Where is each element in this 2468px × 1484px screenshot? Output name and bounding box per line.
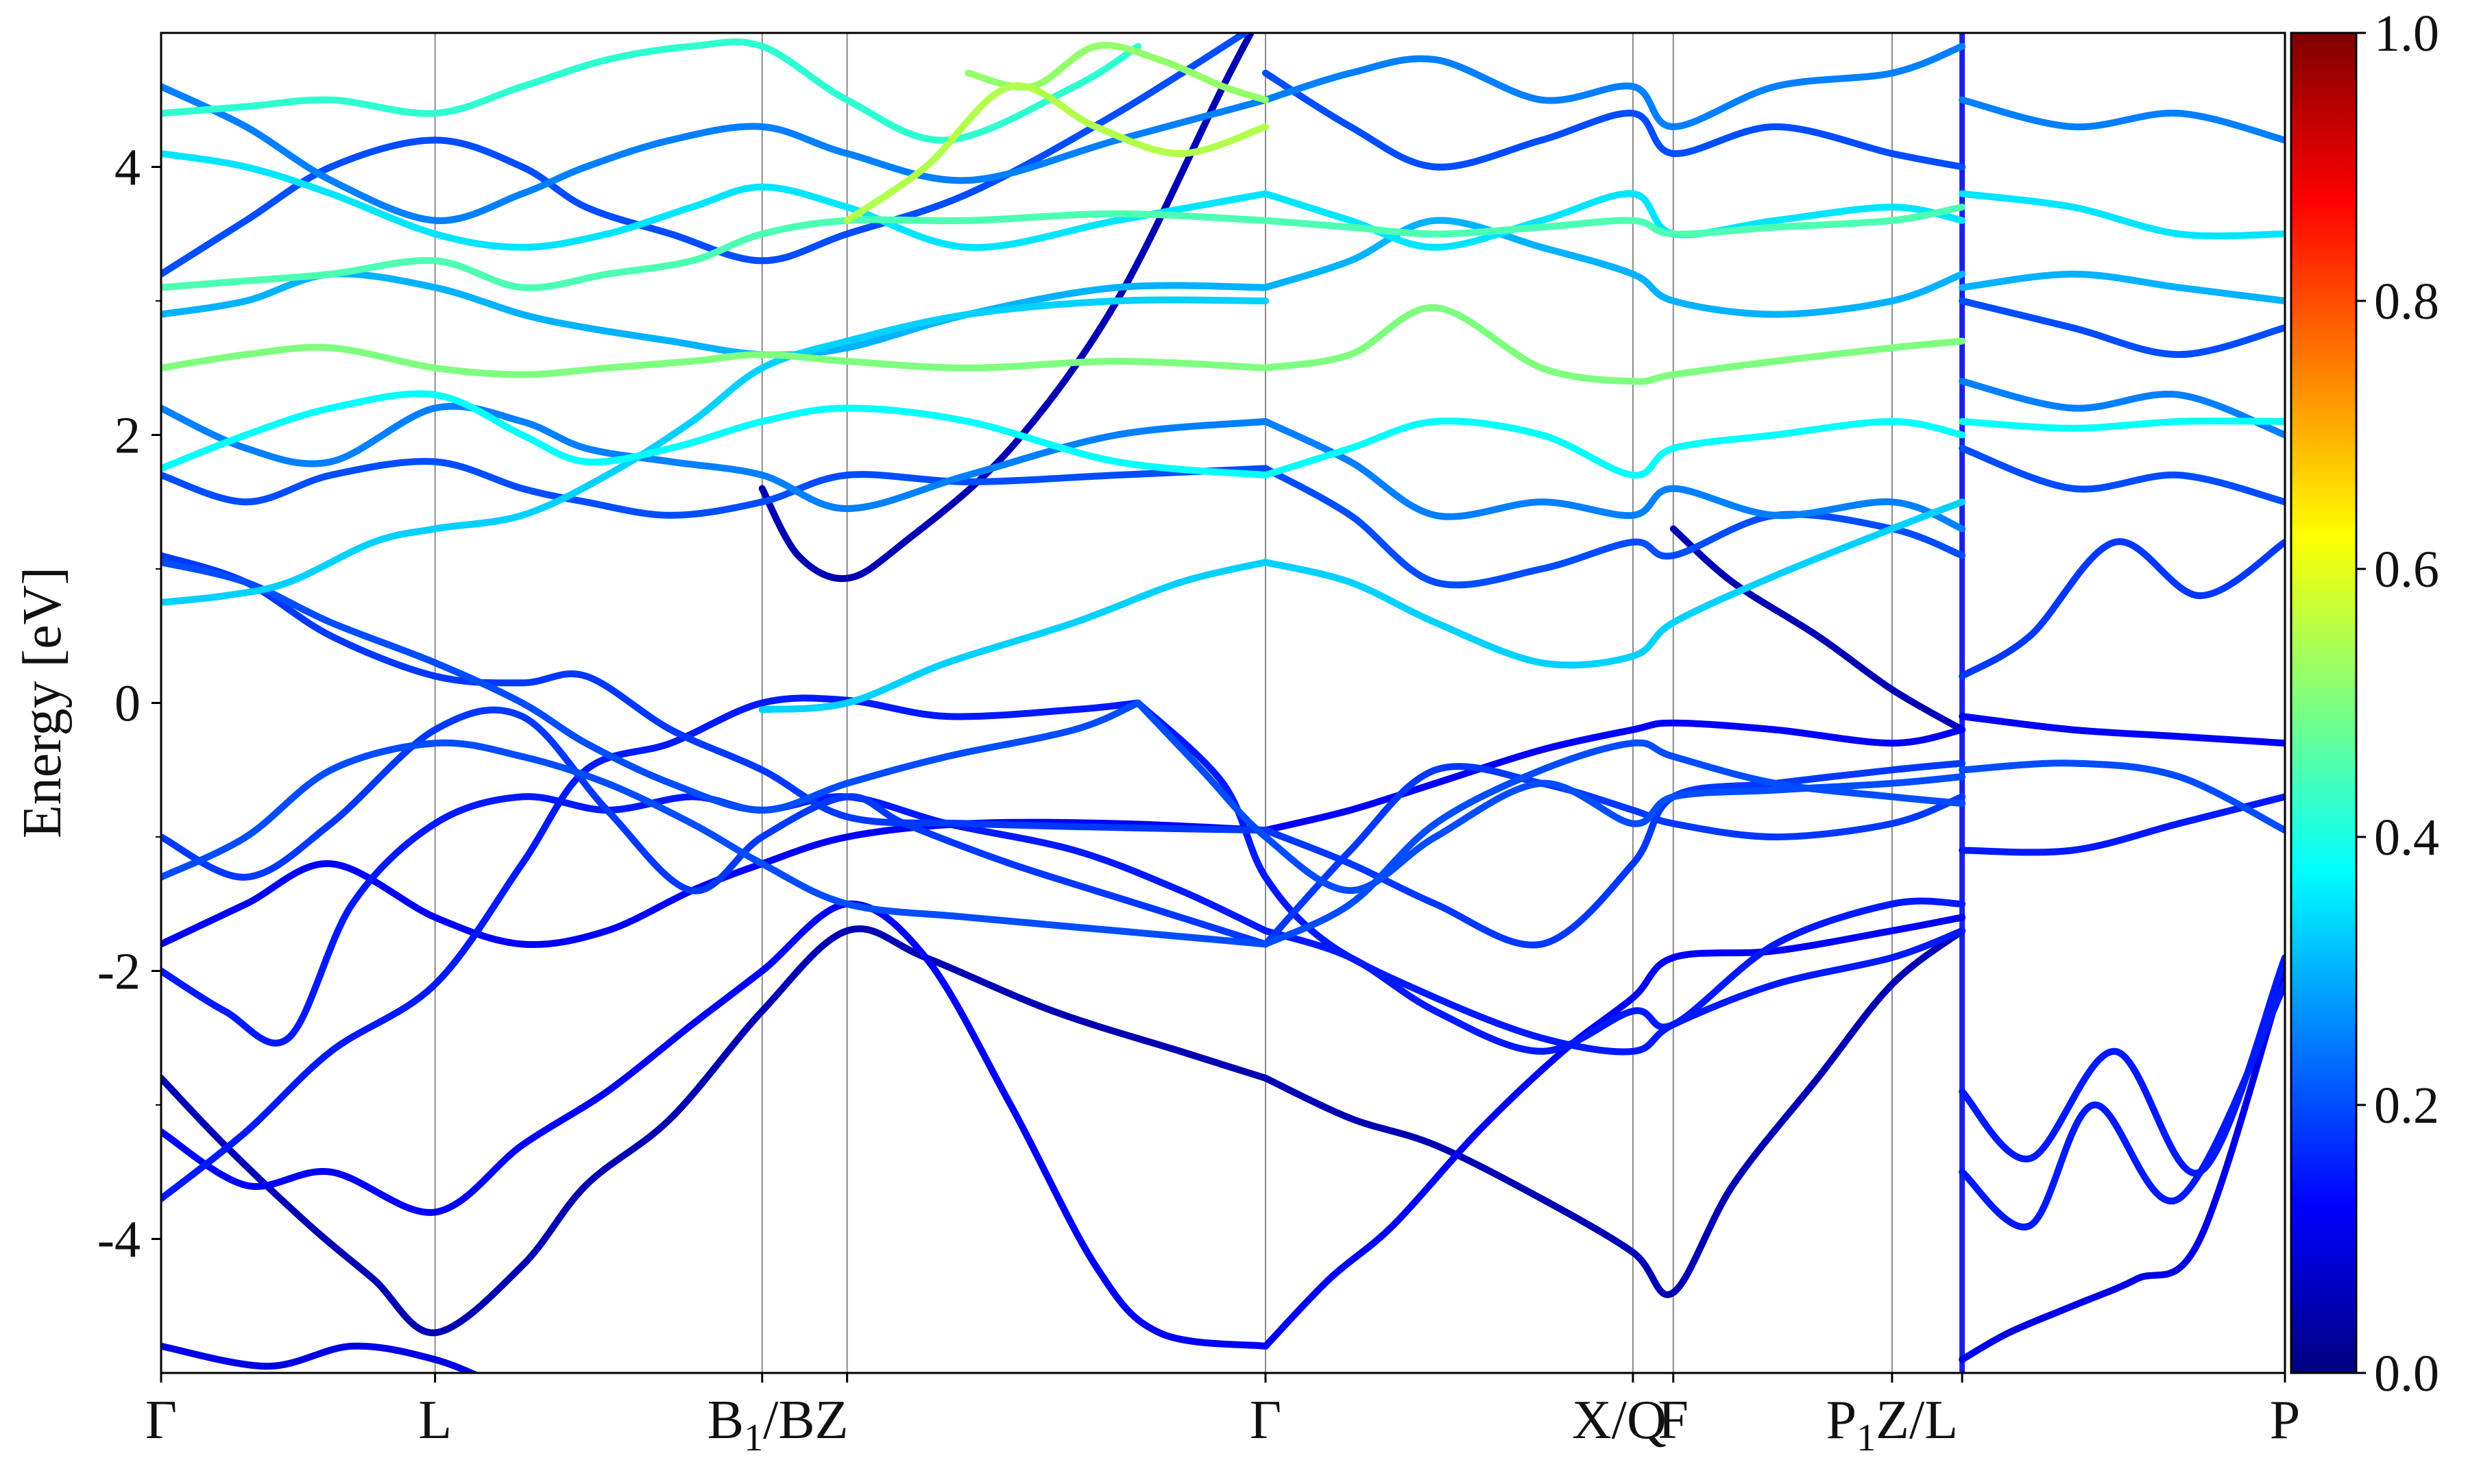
band-line-3 (1669, 525, 1966, 733)
band-line-26 (1135, 699, 1966, 895)
band-line-10 (1959, 713, 2285, 747)
band-line-31 (161, 33, 1251, 278)
band-line-39 (1959, 96, 2285, 144)
band-line-49 (161, 390, 1269, 479)
band-line-0 (161, 925, 1269, 1337)
band-line-41 (1262, 217, 1966, 318)
band-line-7 (1262, 914, 1966, 1350)
x-tick-label-1: L (418, 1390, 452, 1450)
grid-lines (434, 33, 1965, 1373)
band-line-38 (1262, 42, 1966, 130)
band-line-27 (1959, 759, 2285, 834)
band-line-35 (1262, 417, 1966, 533)
colorbar-tick-label-1: 0.2 (2374, 1077, 2439, 1134)
band-line-32 (1262, 69, 1966, 171)
y-axis-label: Energy [eV] (12, 567, 73, 838)
band-lines (161, 33, 2285, 1373)
band-line-12 (1135, 699, 1966, 1056)
x-axis: Γ L B1/BZ Γ X/QF P1Z/L P (145, 1373, 2300, 1459)
band-line-17 (1959, 981, 2285, 1231)
y-tick-label-2: 0 (114, 675, 141, 733)
x-tick-label-8: Z/L (1876, 1390, 1958, 1450)
band-line-23 (161, 739, 1269, 948)
band-line-15 (1959, 793, 2285, 856)
band-line-37 (161, 83, 1269, 224)
band-line-25 (161, 559, 1142, 814)
colorbar-tick-label-2: 0.4 (2374, 809, 2439, 866)
band-line-44 (1262, 498, 1966, 669)
x-tick-label-0: Γ (145, 1390, 177, 1450)
band-line-18 (161, 706, 1269, 948)
band-line-50 (1262, 417, 1966, 479)
band-line-29 (1262, 465, 1966, 589)
y-axis: -4 -2 0 2 4 (97, 139, 161, 1269)
band-line-22 (1959, 538, 2285, 680)
band-line-42 (1959, 270, 2285, 304)
colorbar-tick-label-3: 0.6 (2374, 541, 2439, 598)
band-line-56 (1262, 304, 1966, 385)
y-tick-label-0: -4 (97, 1211, 141, 1269)
x-tick-label-6: F (1658, 1390, 1689, 1450)
colorbar-tick-label-5: 1.0 (2374, 5, 2439, 62)
y-tick-label-1: -2 (97, 943, 141, 1001)
colorbar-tick-label-4: 0.8 (2374, 273, 2439, 330)
y-tick-label-4: 4 (114, 139, 141, 197)
band-line-30 (1959, 445, 2285, 506)
x-tick-label-5: X/Q (1572, 1390, 1667, 1450)
band-line-55 (161, 343, 1269, 378)
band-line-45 (758, 559, 1269, 714)
colorbar-tick-label-0: 0.0 (2374, 1345, 2439, 1402)
band-line-20 (161, 552, 1269, 834)
band-line-36 (1959, 378, 2285, 439)
band-line-5 (1959, 967, 2285, 1363)
band-line-54 (1262, 204, 1966, 238)
band-line-51 (1959, 417, 2285, 432)
band-line-1 (1262, 927, 1966, 1298)
colorbar-gradient (2290, 32, 2358, 1374)
band-line-4 (161, 1342, 480, 1373)
band-line-43 (161, 296, 1269, 606)
colorbar: 0.0 0.2 0.4 0.6 0.8 1.0 (2290, 5, 2439, 1402)
x-tick-label-3: Z (815, 1390, 849, 1450)
band-line-9 (1262, 719, 1966, 834)
band-line-33 (1959, 297, 2285, 358)
band-line-40 (161, 270, 1269, 358)
band-line-19 (1262, 763, 1966, 948)
band-line-48 (1959, 190, 2285, 240)
x-tick-label-7: P1Z/L (1826, 1390, 1958, 1459)
x-tick-label-2: B1/BZ (707, 1390, 849, 1459)
band-line-52 (161, 38, 1142, 144)
band-line-14 (1262, 897, 1966, 1055)
band-line-34 (161, 402, 1269, 512)
x-tick-label-4: Γ (1250, 1390, 1281, 1450)
band-line-58 (843, 82, 1269, 224)
band-line-11 (161, 694, 1142, 1202)
band-line-46 (161, 150, 1269, 252)
band-line-28 (161, 458, 1269, 519)
x-tick-label-9: P (2270, 1390, 2301, 1450)
band-line-6 (161, 900, 1269, 1350)
y-tick-label-3: 2 (114, 407, 141, 465)
band-line-53 (161, 210, 1269, 291)
